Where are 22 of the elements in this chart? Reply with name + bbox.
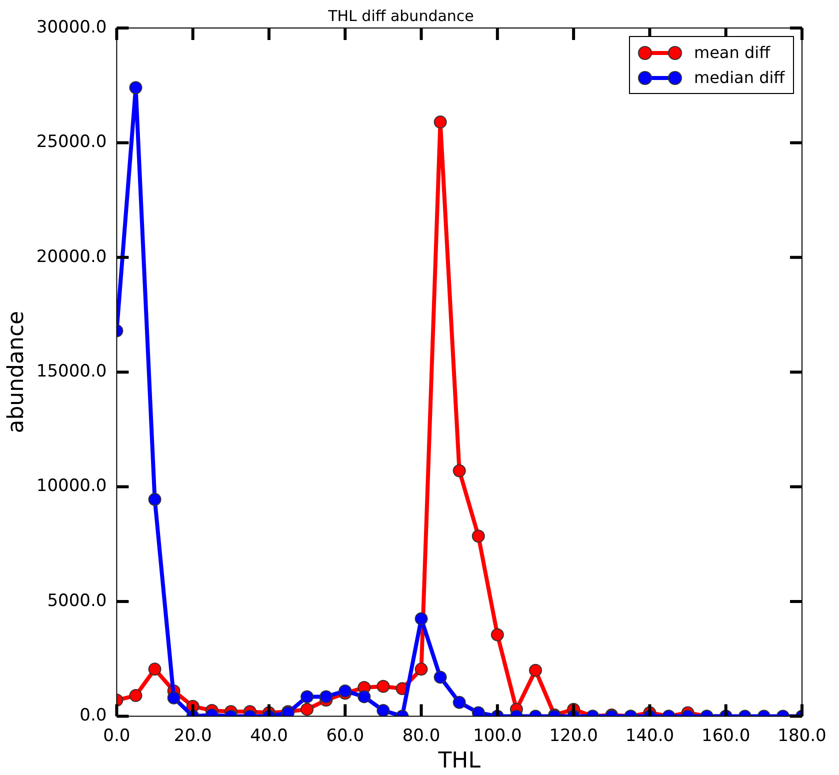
y-tick-label: 0.0 bbox=[80, 706, 107, 726]
y-tick-label: 10000.0 bbox=[36, 476, 107, 496]
y-tick-label: 5000.0 bbox=[47, 590, 107, 611]
x-tick-label: 20.0 bbox=[174, 726, 212, 746]
x-axis-title: THL bbox=[437, 748, 482, 774]
x-tick-label: 0.0 bbox=[103, 726, 130, 746]
legend-label: mean diff bbox=[694, 43, 770, 62]
chart-title: THL diff abundance bbox=[327, 6, 474, 25]
x-tick-label: 140.0 bbox=[625, 726, 674, 746]
x-tick-label: 120.0 bbox=[549, 726, 598, 746]
x-tick-label: 160.0 bbox=[702, 726, 750, 746]
y-tick-label: 20000.0 bbox=[36, 246, 107, 267]
y-tick-label: 15000.0 bbox=[36, 362, 107, 382]
x-tick-label: 40.0 bbox=[250, 726, 288, 746]
x-tick-label: 80.0 bbox=[402, 726, 440, 746]
legend-label: median diff bbox=[694, 68, 785, 87]
x-tick-label: 60.0 bbox=[326, 726, 364, 746]
y-tick-label: 25000.0 bbox=[36, 132, 107, 152]
x-tick-label: 100.0 bbox=[473, 726, 522, 746]
y-axis-title: abundance bbox=[4, 310, 29, 434]
y-tick-label: 30000.0 bbox=[36, 17, 107, 38]
x-tick-label: 180.0 bbox=[778, 726, 826, 746]
